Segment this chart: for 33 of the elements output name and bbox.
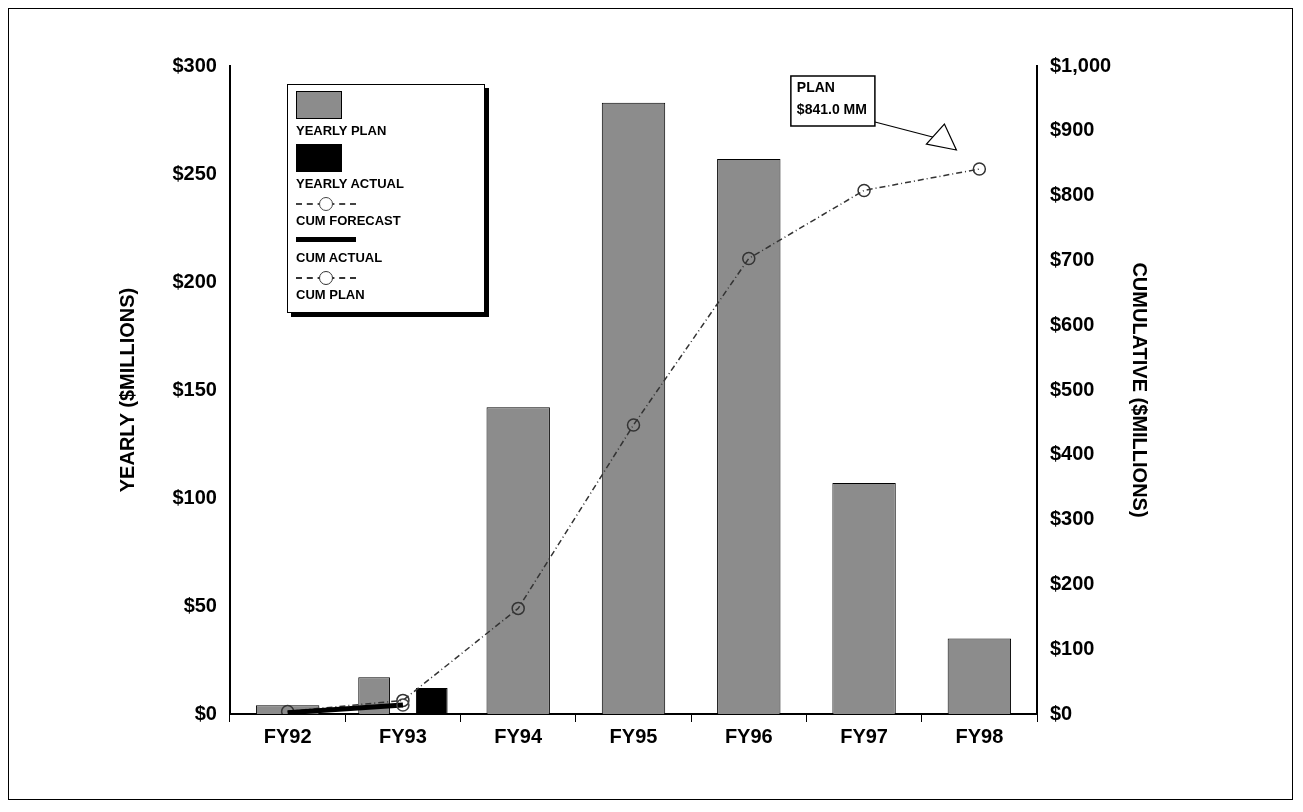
y-tick-label: $300 xyxy=(172,53,217,76)
x-tick-label: FY93 xyxy=(379,724,427,747)
y2-tick-label: $800 xyxy=(1050,183,1095,206)
legend-label: CUM ACTUAL xyxy=(296,250,383,265)
y-tick-label: $200 xyxy=(172,269,217,292)
x-tick-label: FY98 xyxy=(955,724,1004,747)
legend-label: CUM PLAN xyxy=(296,287,365,302)
y2-tick-label: $500 xyxy=(1050,377,1095,400)
y2-tick-label: $400 xyxy=(1050,442,1095,465)
y2-tick-label: $900 xyxy=(1050,118,1095,141)
y-tick-label: $0 xyxy=(194,701,217,724)
legend-label: YEARLY PLAN xyxy=(296,123,387,138)
y2-tick-label: $700 xyxy=(1050,247,1095,270)
legend-label: YEARLY ACTUAL xyxy=(296,176,404,191)
y-tick-label: $150 xyxy=(172,377,217,400)
y2-tick-label: $1,000 xyxy=(1050,53,1112,76)
annotation: PLAN $841.0 MM xyxy=(796,78,867,117)
legend-label: CUM FORECAST xyxy=(296,213,401,228)
x-tick-label: FY92 xyxy=(263,724,312,747)
x-tick-label: FY96 xyxy=(724,724,773,747)
y-axis-title: YEARLY ($MILLIONS) xyxy=(115,287,138,493)
y2-tick-label: $100 xyxy=(1050,636,1095,659)
x-tick-label: FY94 xyxy=(494,724,543,747)
y-tick-label: $250 xyxy=(172,161,217,184)
y2-tick-label: $300 xyxy=(1050,507,1095,530)
y2-tick-label: $0 xyxy=(1050,701,1073,724)
y-tick-label: $50 xyxy=(183,593,217,616)
y2-tick-label: $600 xyxy=(1050,312,1095,335)
x-tick-label: FY95 xyxy=(609,724,658,747)
x-tick-label: FY97 xyxy=(840,724,888,747)
y2-axis-title: CUMULATIVE ($MILLIONS) xyxy=(1129,262,1152,518)
y-tick-label: $100 xyxy=(172,485,217,508)
y2-tick-label: $200 xyxy=(1050,571,1095,594)
